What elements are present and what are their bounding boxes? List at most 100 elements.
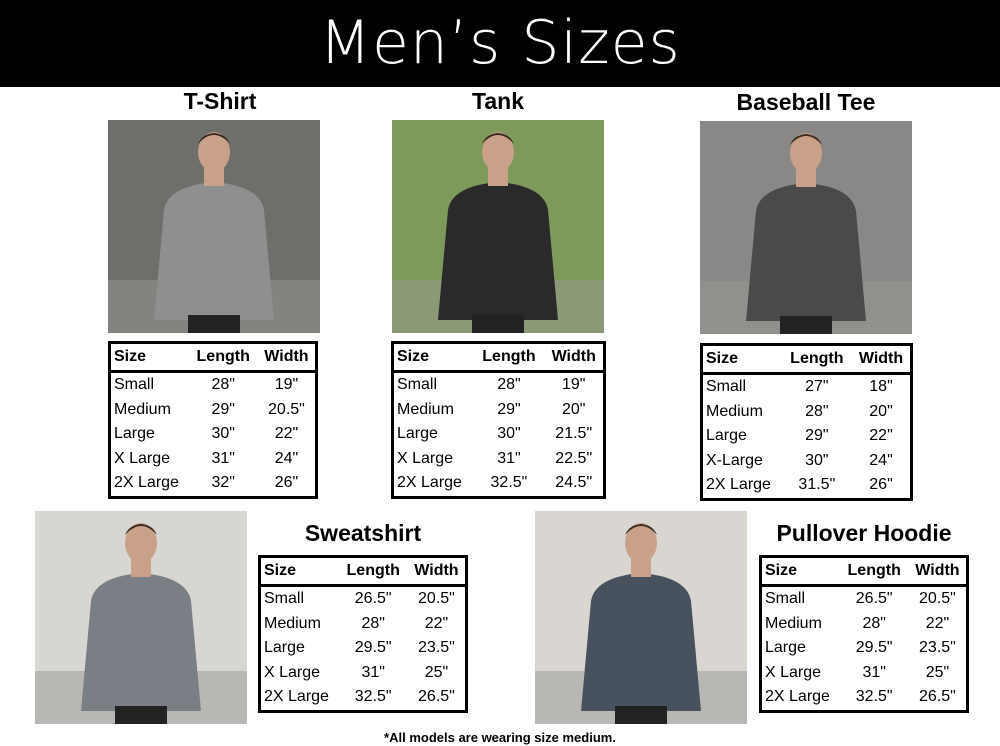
table-row: X Large 31" 22.5" — [394, 447, 603, 472]
size-cell: Large — [706, 427, 747, 445]
width-cell: 23.5" — [919, 639, 956, 657]
width-cell: 23.5" — [418, 639, 455, 657]
size-cell: Medium — [765, 614, 822, 632]
size-cell: Medium — [397, 400, 454, 418]
column-header-width: Width — [915, 562, 960, 579]
length-cell: 31" — [862, 663, 886, 681]
size-cell: Medium — [706, 402, 763, 420]
column-header-length: Length — [196, 348, 250, 365]
width-cell: 20.5" — [919, 590, 956, 608]
table-row: X Large 31" 25" — [261, 661, 465, 686]
table-row: 2X Large 32.5" 26.5" — [762, 685, 966, 710]
table-row: Large 30" 21.5" — [394, 422, 603, 447]
table-row: Medium 28" 20" — [703, 400, 910, 425]
table-header-row: Size Length Width — [762, 558, 966, 587]
column-header-length: Length — [482, 348, 536, 365]
table-row: 2X Large 32.5" 24.5" — [394, 471, 603, 496]
size-cell: Large — [765, 639, 806, 657]
t-shirt-title: T-Shirt — [183, 88, 257, 114]
width-cell: 25" — [925, 663, 950, 681]
table-header-row: Size Length Width — [394, 344, 603, 373]
size-cell: Small — [114, 376, 155, 394]
table-row: Medium 29" 20.5" — [111, 398, 315, 423]
tank-size-table: Size Length Width Small 28" 19" Medium 29" 20" La… — [391, 341, 606, 499]
size-cell: Small — [264, 590, 305, 608]
table-row: X Large 31" 24" — [111, 447, 315, 472]
length-cell: 30" — [805, 451, 829, 469]
table-header-row: Size Length Width — [703, 346, 910, 375]
column-header-size: Size — [706, 350, 739, 367]
table-row: X-Large 30" 24" — [703, 449, 910, 474]
table-row: X Large 31" 25" — [762, 661, 966, 686]
length-cell: 29" — [211, 400, 235, 418]
size-cell: 2X Large — [765, 688, 830, 706]
pullover-hoodie-title: Pullover Hoodie — [776, 520, 952, 546]
length-cell: 29" — [497, 400, 521, 418]
length-cell: 28" — [805, 402, 829, 420]
size-cell: Small — [706, 378, 747, 396]
length-cell: 32.5" — [354, 688, 392, 706]
column-header-size: Size — [397, 348, 430, 365]
pullover-hoodie-model-photo — [535, 511, 747, 724]
length-cell: 32" — [211, 474, 235, 492]
table-row: Small 28" 19" — [111, 373, 315, 398]
tank-model-photo — [392, 120, 604, 333]
column-header-width: Width — [858, 350, 904, 367]
length-cell: 26.5" — [855, 590, 893, 608]
size-cell: 2X Large — [397, 474, 462, 492]
column-header-width: Width — [414, 562, 459, 579]
table-header-row: Size Length Width — [261, 558, 465, 587]
length-cell: 31.5" — [798, 476, 836, 494]
size-cell: 2X Large — [706, 476, 771, 494]
size-cell: Large — [114, 425, 155, 443]
size-cell: Medium — [264, 614, 321, 632]
table-row: Small 26.5" 20.5" — [762, 587, 966, 612]
size-cell: 2X Large — [264, 688, 329, 706]
column-header-size: Size — [765, 562, 798, 579]
width-cell: 20" — [869, 402, 893, 420]
size-cell: Large — [397, 425, 438, 443]
length-cell: 32.5" — [490, 474, 528, 492]
table-row: Large 29.5" 23.5" — [762, 636, 966, 661]
baseball-tee-title: Baseball Tee — [736, 89, 876, 115]
sweatshirt-title: Sweatshirt — [304, 520, 422, 546]
footnote: *All models are wearing size medium. — [384, 730, 616, 745]
table-row: Small 28" 19" — [394, 373, 603, 398]
width-cell: 24.5" — [555, 474, 593, 492]
width-cell: 24" — [274, 449, 299, 467]
width-cell: 26" — [274, 474, 299, 492]
width-cell: 20.5" — [418, 590, 455, 608]
table-row: 2X Large 32" 26" — [111, 471, 315, 496]
table-row: Large 29" 22" — [703, 424, 910, 449]
table-row: Medium 29" 20" — [394, 398, 603, 423]
length-cell: 29.5" — [354, 639, 392, 657]
width-cell: 18" — [869, 378, 893, 396]
width-cell: 26.5" — [418, 688, 455, 706]
table-row: 2X Large 31.5" 26" — [703, 473, 910, 498]
sweatshirt-model-photo — [35, 511, 247, 724]
width-cell: 22" — [274, 425, 299, 443]
length-cell: 32.5" — [855, 688, 893, 706]
width-cell: 26" — [869, 476, 893, 494]
length-cell: 29" — [805, 427, 829, 445]
size-cell: Small — [765, 590, 806, 608]
length-cell: 28" — [497, 376, 521, 394]
baseball-tee-size-table: Size Length Width Small 27" 18" Medium 28" 20" La… — [700, 343, 913, 501]
width-cell: 22" — [424, 614, 449, 632]
size-cell: Small — [397, 376, 438, 394]
length-cell: 28" — [361, 614, 385, 632]
t-shirt-size-table: Size Length Width Small 28" 19" Medium 29" 20.5"… — [108, 341, 318, 499]
length-cell: 28" — [862, 614, 886, 632]
header-banner: Men’s Sizes — [0, 0, 1000, 87]
table-row: 2X Large 32.5" 26.5" — [261, 685, 465, 710]
length-cell: 28" — [211, 376, 235, 394]
width-cell: 20" — [561, 400, 586, 418]
length-cell: 31" — [211, 449, 235, 467]
t-shirt-model-photo — [108, 120, 320, 333]
table-row: Medium 28" 22" — [261, 612, 465, 637]
size-cell: X Large — [765, 663, 822, 681]
size-cell: X Large — [114, 449, 171, 467]
width-cell: 24" — [869, 451, 893, 469]
length-cell: 29.5" — [855, 639, 893, 657]
width-cell: 21.5" — [555, 425, 593, 443]
